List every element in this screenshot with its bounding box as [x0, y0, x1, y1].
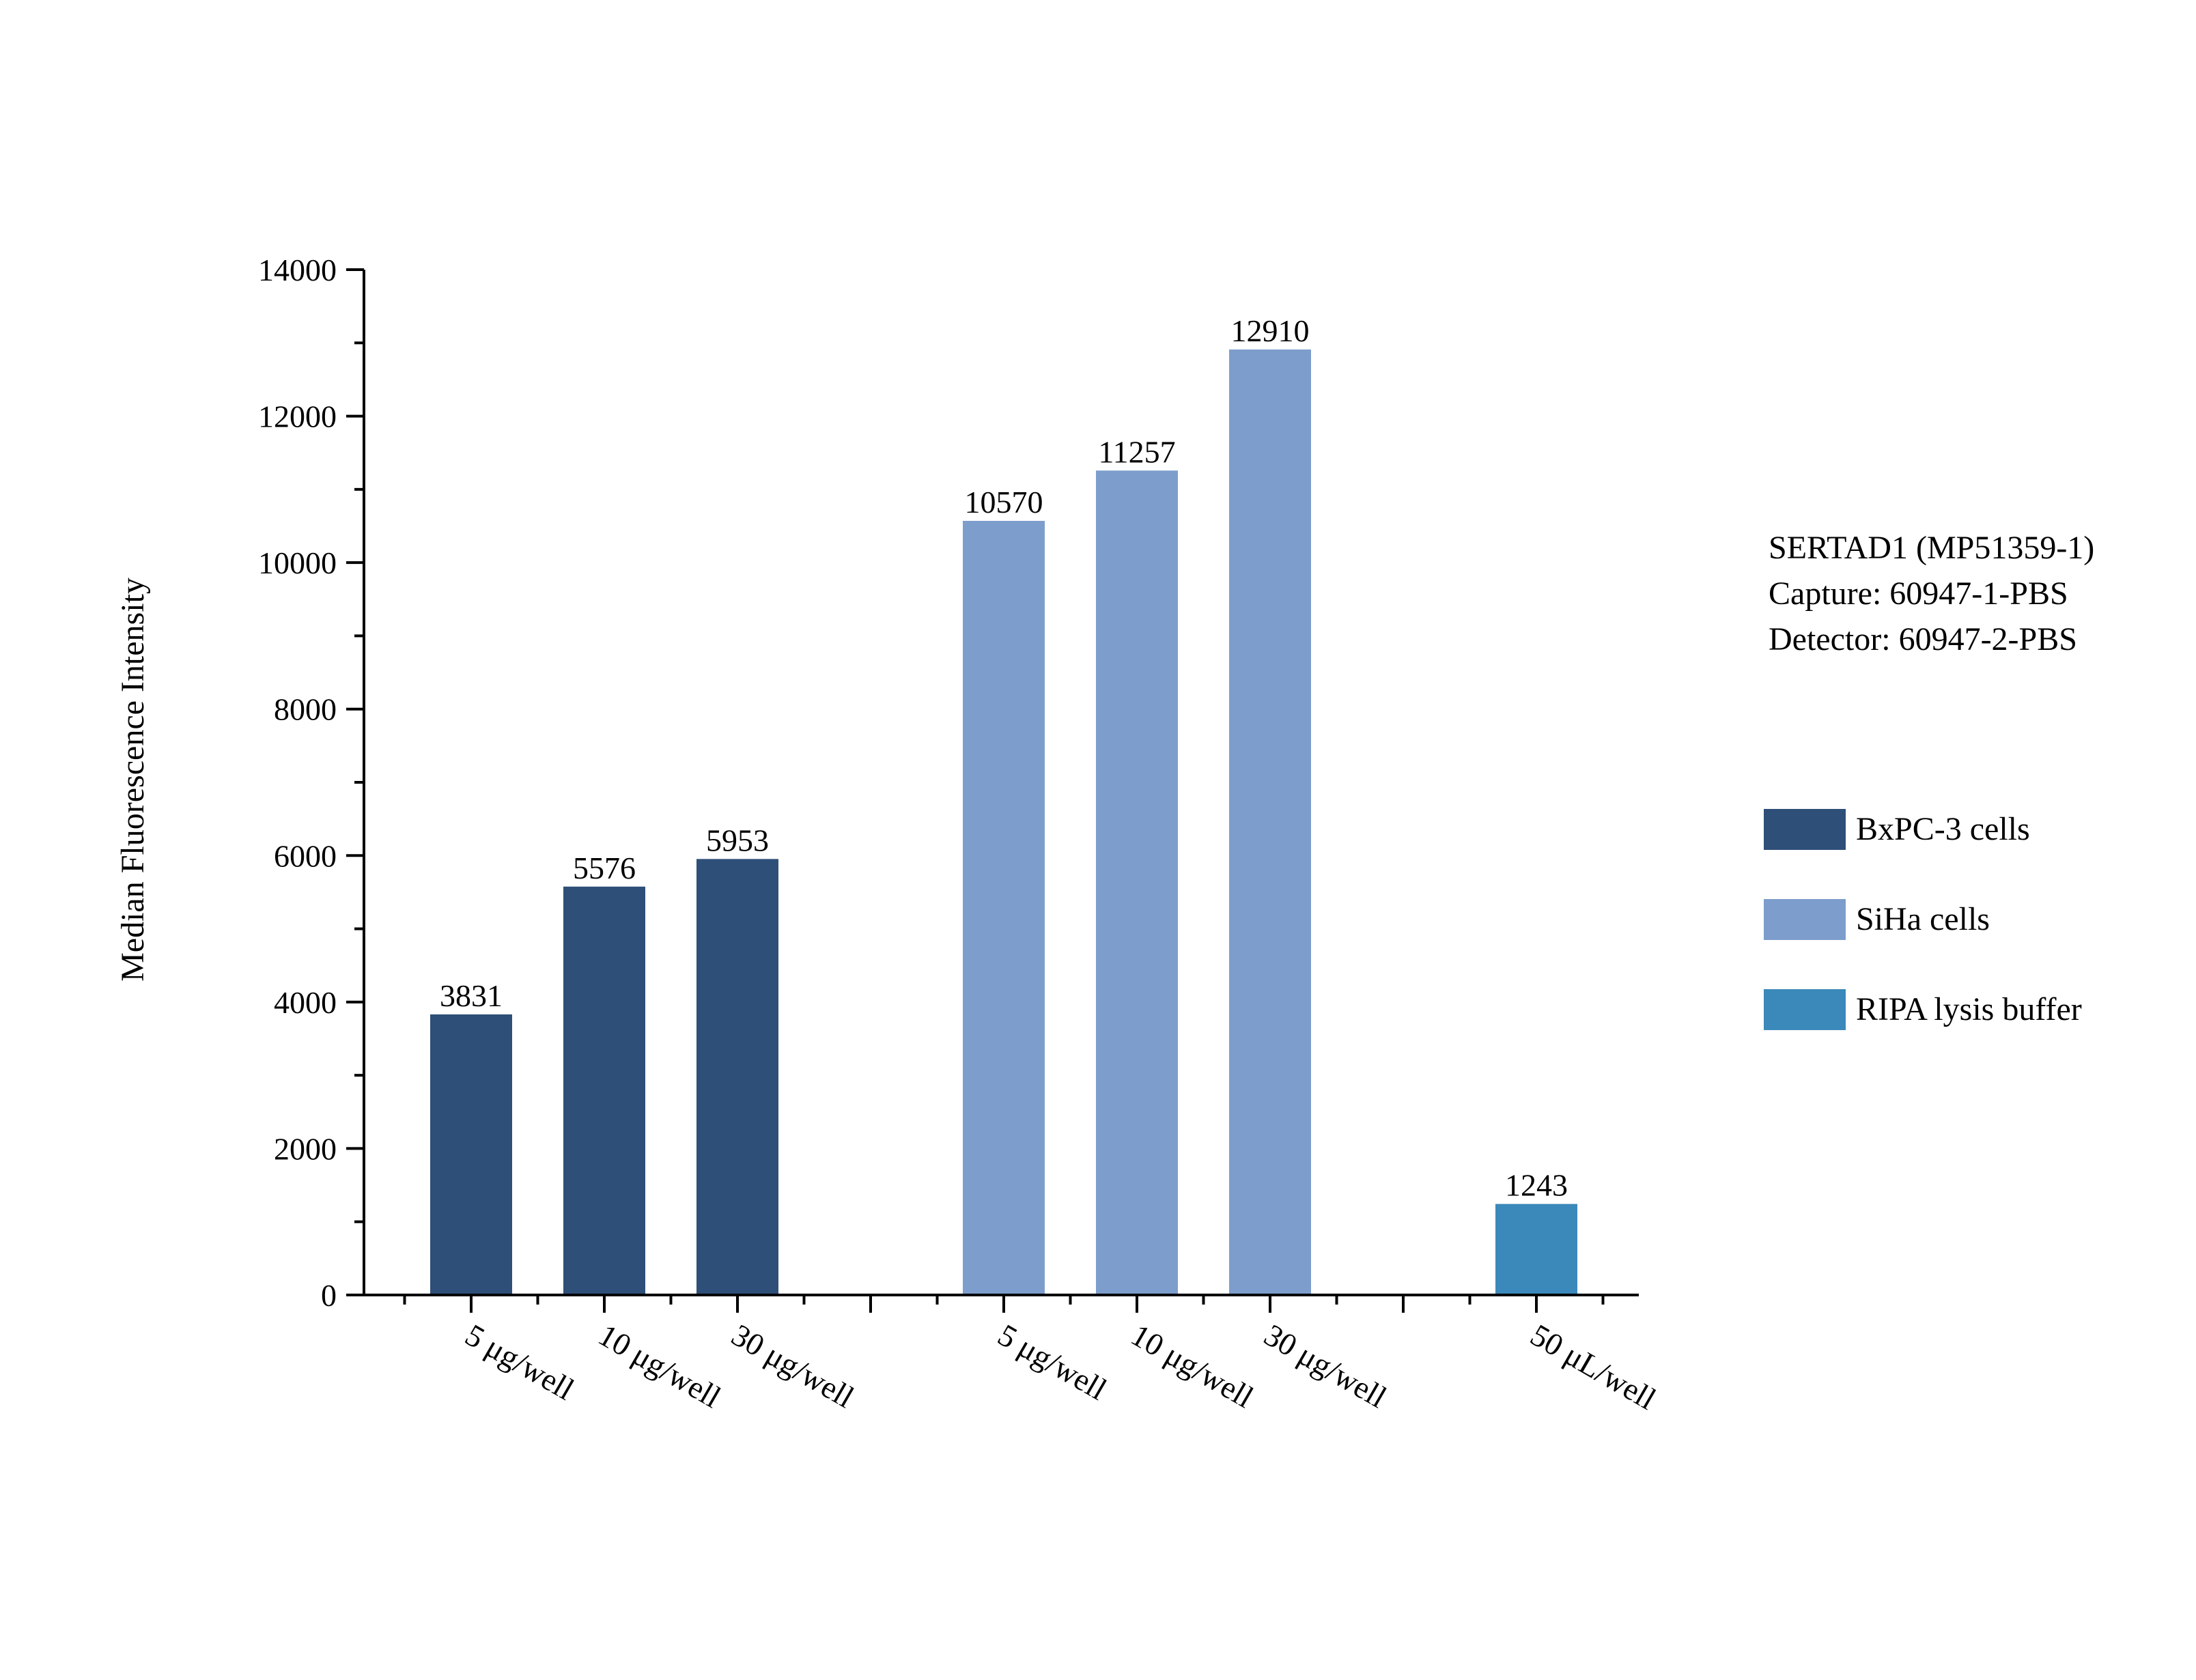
- y-tick-label: 10000: [258, 545, 337, 580]
- x-tick-label: 10 μg/well: [1125, 1317, 1259, 1414]
- data-label: 10570: [965, 485, 1043, 519]
- x-tick-label: 5 μg/well: [992, 1317, 1112, 1406]
- legend-label: SiHa cells: [1856, 901, 1990, 937]
- bar: [963, 520, 1045, 1295]
- data-label: 3831: [440, 978, 503, 1013]
- legend-label: RIPA lysis buffer: [1856, 991, 2082, 1027]
- bar: [430, 1014, 512, 1295]
- y-tick-label: 12000: [258, 399, 337, 434]
- bar: [563, 886, 645, 1295]
- info-text-line: Detector: 60947-2-PBS: [1769, 621, 2077, 657]
- x-tick-label: 10 μg/well: [593, 1317, 727, 1414]
- info-text-line: SERTAD1 (MP51359-1): [1769, 530, 2094, 566]
- x-tick-label: 5 μg/well: [460, 1317, 580, 1406]
- legend-label: BxPC-3 cells: [1856, 811, 2030, 847]
- x-tick-label: 30 μg/well: [1258, 1317, 1392, 1414]
- y-tick-label: 4000: [274, 985, 337, 1020]
- legend-swatch: [1764, 989, 1846, 1030]
- y-tick-label: 6000: [274, 838, 337, 873]
- legend-swatch: [1764, 899, 1846, 940]
- x-tick-label: 50 μL/well: [1525, 1317, 1662, 1416]
- bar: [1495, 1204, 1577, 1295]
- y-tick-label: 0: [321, 1278, 337, 1313]
- y-tick-label: 8000: [274, 692, 337, 727]
- y-axis-title: Median Fluorescence Intensity: [115, 578, 151, 982]
- bars-layer: [430, 349, 1577, 1296]
- data-label: 1243: [1505, 1168, 1568, 1203]
- legend-swatch: [1764, 809, 1846, 850]
- data-label: 5953: [706, 823, 769, 857]
- data-label: 12910: [1231, 313, 1310, 348]
- y-tick-label: 2000: [274, 1131, 337, 1166]
- data-label: 11257: [1098, 434, 1175, 469]
- bar: [1096, 470, 1178, 1296]
- info-text-block: SERTAD1 (MP51359-1) Capture: 60947-1-PBS D…: [1769, 530, 2094, 657]
- bar: [1229, 349, 1311, 1296]
- legend: BxPC-3 cells SiHa cells RIPA lysis buffer: [1764, 809, 2082, 1030]
- bar: [696, 859, 778, 1295]
- info-text-line: Capture: 60947-1-PBS: [1769, 575, 2068, 612]
- x-tick-label: 30 μg/well: [726, 1317, 860, 1414]
- y-tick-label: 14000: [258, 253, 337, 287]
- axes-layer: 0 2000 4000 6000 8000 10000 12000 14000: [258, 253, 1639, 1313]
- data-label: 5576: [573, 851, 636, 885]
